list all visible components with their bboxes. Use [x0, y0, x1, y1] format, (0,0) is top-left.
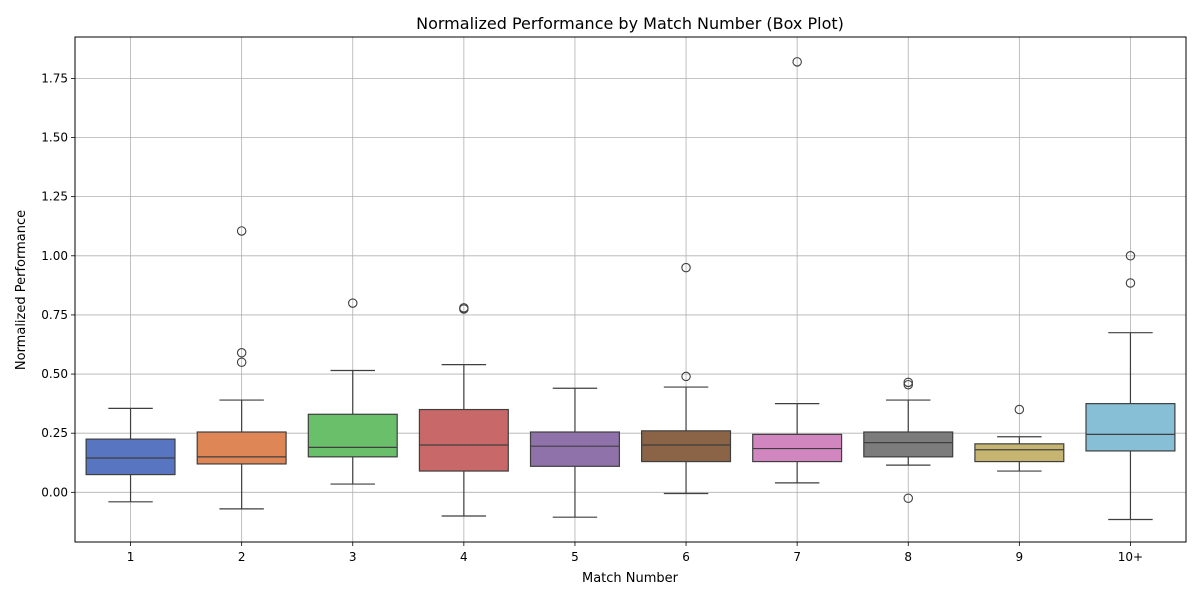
box-group-3	[307, 298, 398, 485]
x-tick-label: 4	[460, 550, 468, 564]
x-tick-label: 6	[682, 550, 690, 564]
chart-title: Normalized Performance by Match Number (…	[416, 14, 844, 33]
x-tick-label: 2	[238, 550, 246, 564]
box-layer	[85, 57, 1176, 521]
outlier-point	[236, 226, 247, 236]
x-tick-label: 7	[793, 550, 801, 564]
outlier-point	[236, 357, 247, 367]
x-axis-title: Match Number	[582, 571, 679, 586]
y-tick-label: 0.50	[41, 367, 68, 381]
outlier-point	[1125, 278, 1136, 288]
x-tick-label: 1	[127, 550, 135, 564]
y-tick-label: 0.00	[41, 485, 68, 499]
box-group-5	[529, 387, 620, 518]
outlier-point	[681, 262, 691, 273]
box-group-1	[85, 407, 176, 503]
outlier-point	[459, 303, 469, 313]
box-iqr	[529, 431, 620, 467]
outlier-point	[792, 57, 802, 67]
outlier-point	[903, 493, 913, 503]
x-tick-label: 10+	[1118, 550, 1143, 564]
box-iqr	[85, 438, 176, 476]
tick-layer: 0.00 0.25 0.50 0.75 1.00 1.25 1.50 1.75 1 2 3 4 5 6 7 8…	[41, 71, 1143, 564]
box-iqr	[974, 443, 1065, 463]
box-iqr	[863, 431, 954, 458]
outlier-point	[236, 348, 247, 358]
outlier-point	[1014, 404, 1025, 415]
x-tick-label: 9	[1016, 550, 1024, 564]
box-group-2	[196, 226, 287, 510]
box-group-9	[974, 404, 1065, 472]
box-iqr	[196, 431, 287, 465]
box-iqr	[1085, 403, 1176, 452]
outlier-point	[681, 371, 691, 382]
box-group-4	[418, 303, 509, 517]
y-tick-label: 0.75	[41, 308, 68, 322]
box-iqr	[307, 413, 398, 458]
outlier-point	[1125, 251, 1136, 261]
x-tick-label: 5	[571, 550, 579, 564]
y-tick-label: 1.50	[41, 131, 68, 145]
box-group-8	[863, 377, 954, 503]
outlier-point	[347, 298, 358, 308]
y-tick-label: 1.00	[41, 249, 68, 263]
box-iqr	[418, 408, 509, 472]
y-tick-label: 0.25	[41, 426, 68, 440]
plot-area-border	[74, 36, 1187, 543]
box-iqr	[641, 430, 732, 463]
outlier-point	[903, 377, 913, 388]
x-tick-label: 3	[349, 550, 357, 564]
x-tick-label: 8	[904, 550, 912, 564]
axes-frame	[74, 36, 1187, 543]
box-group-7	[752, 57, 843, 484]
box-group-6	[641, 262, 732, 495]
box-group-10plus	[1085, 251, 1176, 521]
y-axis-title: Normalized Performance	[14, 210, 29, 370]
outlier-point	[903, 379, 913, 390]
y-tick-label: 1.25	[41, 190, 68, 204]
y-tick-label: 1.75	[41, 71, 68, 85]
